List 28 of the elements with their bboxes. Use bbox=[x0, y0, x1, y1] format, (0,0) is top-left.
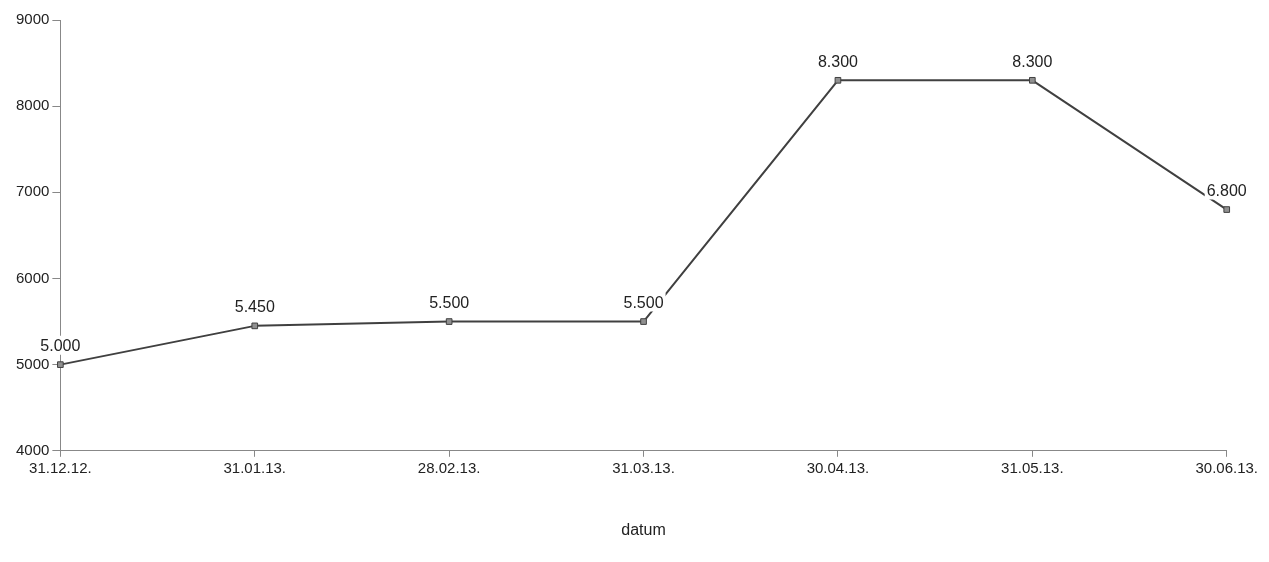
data-label: 8.300 bbox=[817, 52, 859, 70]
data-label: 5.000 bbox=[40, 337, 81, 355]
x-tick-label: 31.03.13. bbox=[612, 458, 675, 476]
x-tick-label: 31.05.13. bbox=[1001, 458, 1064, 476]
point bbox=[251, 322, 259, 330]
point bbox=[445, 318, 453, 325]
point bbox=[1029, 76, 1036, 84]
data-label: 5.500 bbox=[623, 293, 664, 311]
y-tick-label: 9000 bbox=[15, 10, 50, 28]
data-label: 5.450 bbox=[234, 298, 275, 316]
data-label: 5.500 bbox=[429, 293, 470, 311]
data-label: 6.800 bbox=[1206, 181, 1247, 199]
y-tick-label: 4000 bbox=[15, 440, 50, 458]
y-tick-label: 5000 bbox=[15, 354, 50, 372]
point bbox=[57, 361, 64, 368]
x-tick-label: 30.04.13. bbox=[806, 458, 870, 476]
y-tick-label: 6000 bbox=[15, 268, 50, 286]
y-tick-label: 7000 bbox=[15, 182, 50, 200]
point bbox=[834, 76, 842, 84]
x-tick-label: 30.06.13. bbox=[1195, 458, 1258, 476]
x-tick-label: 28.02.13. bbox=[417, 458, 481, 476]
y-tick-label: 8000 bbox=[15, 96, 50, 114]
point bbox=[1223, 206, 1231, 213]
point bbox=[640, 318, 647, 325]
data-label: 8.300 bbox=[1012, 52, 1053, 70]
x-axis-title: datum bbox=[621, 520, 666, 538]
x-tick-label: 31.01.13. bbox=[223, 458, 287, 476]
x-tick-label: 31.12.12. bbox=[29, 458, 92, 476]
